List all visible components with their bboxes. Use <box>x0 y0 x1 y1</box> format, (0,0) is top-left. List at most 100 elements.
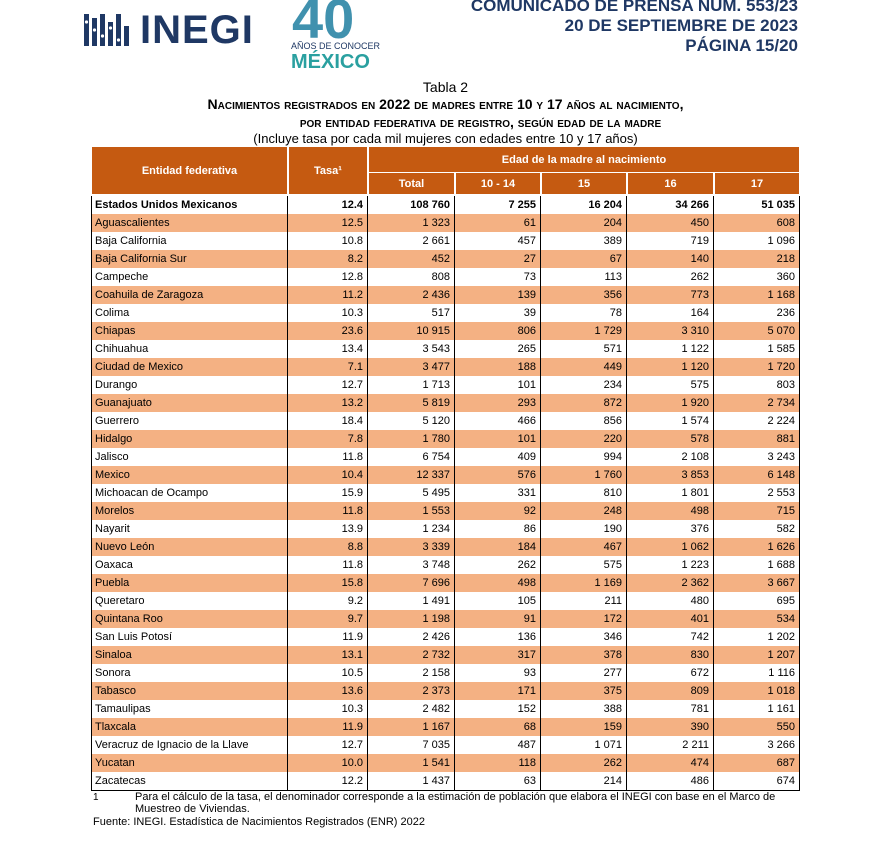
number-cell: 13.6 <box>288 682 368 700</box>
number-cell: 450 <box>627 214 714 232</box>
header-cell: Total <box>368 173 455 195</box>
number-cell: 487 <box>455 736 541 754</box>
number-cell: 12.2 <box>288 772 368 790</box>
number-cell: 719 <box>627 232 714 250</box>
number-cell: 498 <box>627 502 714 520</box>
table-row: Estados Unidos Mexicanos 12.4 108 760 7 255… <box>91 196 800 214</box>
number-cell: 742 <box>627 628 714 646</box>
number-cell: 11.9 <box>288 718 368 736</box>
table-row: Guerrero 18.4 5 120 466 856 1 574 2 224 <box>91 412 800 430</box>
entity-cell: San Luis Potosí <box>91 628 288 646</box>
table-title: por entidad federativa de registro, segú… <box>299 114 662 130</box>
number-cell: 293 <box>455 394 541 412</box>
header-cell: Tasa¹ <box>288 147 368 195</box>
table-row: Aguascalientes 12.5 1 323 61 204 450 608 <box>91 214 800 232</box>
number-cell: 3 339 <box>368 538 455 556</box>
number-cell: 248 <box>541 502 627 520</box>
entity-cell: Veracruz de Ignacio de la Llave <box>91 736 288 754</box>
number-cell: 803 <box>714 376 800 394</box>
number-cell: 3 667 <box>714 574 800 592</box>
number-cell: 346 <box>541 628 627 646</box>
entity-cell: Nayarit <box>91 520 288 538</box>
number-cell: 1 071 <box>541 736 627 754</box>
number-cell: 34 266 <box>627 196 714 214</box>
number-cell: 140 <box>627 250 714 268</box>
number-cell: 91 <box>455 610 541 628</box>
number-cell: 1 198 <box>368 610 455 628</box>
number-cell: 1 167 <box>368 718 455 736</box>
number-cell: 1 553 <box>368 502 455 520</box>
number-cell: 164 <box>627 304 714 322</box>
number-cell: 23.6 <box>288 322 368 340</box>
number-cell: 7 696 <box>368 574 455 592</box>
number-cell: 236 <box>714 304 800 322</box>
number-cell: 608 <box>714 214 800 232</box>
header-cell: 17 <box>714 173 800 195</box>
number-cell: 715 <box>714 502 800 520</box>
number-cell: 810 <box>541 484 627 502</box>
entity-cell: Baja California <box>91 232 288 250</box>
entity-cell: Queretaro <box>91 592 288 610</box>
number-cell: 12.8 <box>288 268 368 286</box>
number-cell: 214 <box>541 772 627 790</box>
number-cell: 2 732 <box>368 646 455 664</box>
table-row: Guanajuato 13.2 5 819 293 872 1 920 2 734 <box>91 394 800 412</box>
number-cell: 1 626 <box>714 538 800 556</box>
number-cell: 262 <box>627 268 714 286</box>
number-cell: 13.2 <box>288 394 368 412</box>
number-cell: 13.1 <box>288 646 368 664</box>
number-cell: 3 310 <box>627 322 714 340</box>
table-row: Puebla 15.8 7 696 498 1 169 2 362 3 667 <box>91 574 800 592</box>
number-cell: 401 <box>627 610 714 628</box>
entity-cell: Yucatan <box>91 754 288 772</box>
table-row: Sonora 10.5 2 158 93 277 672 1 116 <box>91 664 800 682</box>
number-cell: 7.1 <box>288 358 368 376</box>
number-cell: 262 <box>541 754 627 772</box>
number-cell: 15.9 <box>288 484 368 502</box>
number-cell: 1 096 <box>714 232 800 250</box>
number-cell: 1 760 <box>541 466 627 484</box>
table-row: Baja California Sur 8.2 452 27 67 140 218 <box>91 250 800 268</box>
number-cell: 317 <box>455 646 541 664</box>
number-cell: 12.7 <box>288 736 368 754</box>
number-cell: 5 819 <box>368 394 455 412</box>
table-row: Hidalgo 7.8 1 780 101 220 578 881 <box>91 430 800 448</box>
number-cell: 10.4 <box>288 466 368 484</box>
number-cell: 3 477 <box>368 358 455 376</box>
number-cell: 61 <box>455 214 541 232</box>
number-cell: 190 <box>541 520 627 538</box>
table-row: San Luis Potosí 11.9 2 426 136 346 742 1 202 <box>91 628 800 646</box>
table-row: Tlaxcala 11.9 1 167 68 159 390 550 <box>91 718 800 736</box>
number-cell: 86 <box>455 520 541 538</box>
table-row: Chihuahua 13.4 3 543 265 571 1 122 1 585 <box>91 340 800 358</box>
entity-cell: Aguascalientes <box>91 214 288 232</box>
entity-cell: Baja California Sur <box>91 250 288 268</box>
table-row: Tamaulipas 10.3 2 482 152 388 781 1 161 <box>91 700 800 718</box>
number-cell: 6 148 <box>714 466 800 484</box>
table-row: Coahuila de Zaragoza 11.2 2 436 139 356 773 1 … <box>91 286 800 304</box>
entity-cell: Morelos <box>91 502 288 520</box>
number-cell: 1 801 <box>627 484 714 502</box>
table-row: Oaxaca 11.8 3 748 262 575 1 223 1 688 <box>91 556 800 574</box>
number-cell: 1 688 <box>714 556 800 574</box>
number-cell: 498 <box>455 574 541 592</box>
number-cell: 11.2 <box>288 286 368 304</box>
number-cell: 1 780 <box>368 430 455 448</box>
entity-cell: Michoacan de Ocampo <box>91 484 288 502</box>
table-subtitle: (Incluye tasa por cada mil mujeres con e… <box>253 131 638 146</box>
table-row: Quintana Roo 9.7 1 198 91 172 401 534 <box>91 610 800 628</box>
number-cell: 277 <box>541 664 627 682</box>
number-cell: 881 <box>714 430 800 448</box>
number-cell: 9.2 <box>288 592 368 610</box>
number-cell: 10.3 <box>288 304 368 322</box>
entity-cell: Oaxaca <box>91 556 288 574</box>
number-cell: 1 585 <box>714 340 800 358</box>
entity-cell: Zacatecas <box>91 772 288 790</box>
entity-cell: Ciudad de Mexico <box>91 358 288 376</box>
number-cell: 3 853 <box>627 466 714 484</box>
number-cell: 171 <box>455 682 541 700</box>
entity-cell: Mexico <box>91 466 288 484</box>
number-cell: 15.8 <box>288 574 368 592</box>
number-cell: 1 223 <box>627 556 714 574</box>
